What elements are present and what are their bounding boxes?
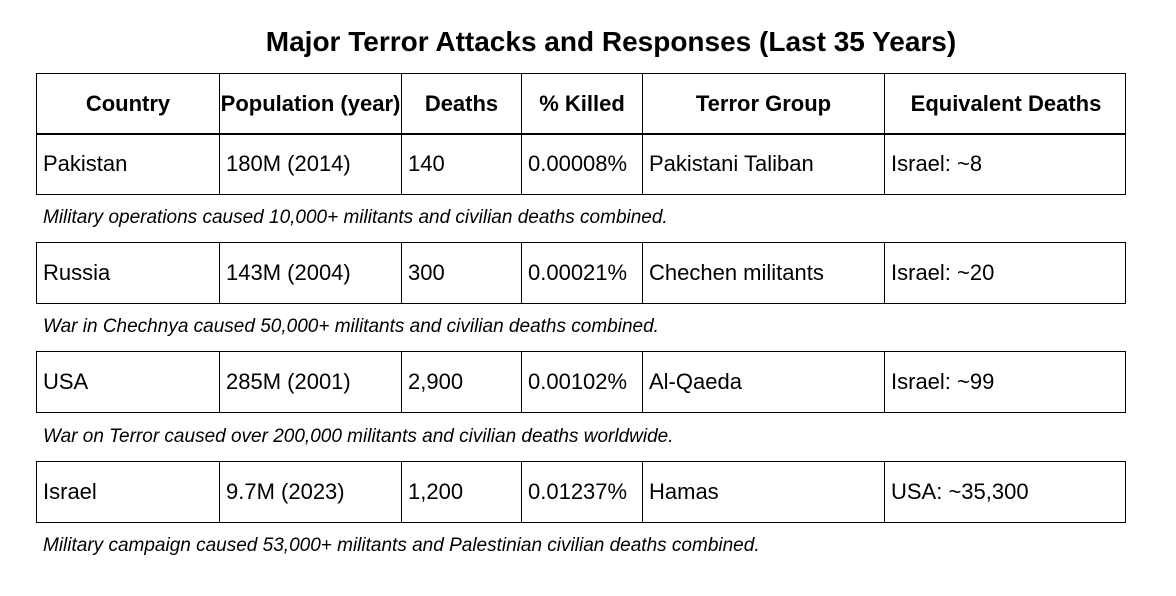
cell-population: 9.7M (2023): [219, 462, 401, 522]
header-country: Country: [85, 91, 171, 116]
row-note: War in Chechnya caused 50,000+ militants…: [43, 316, 659, 337]
cell-deaths: 1,200: [401, 462, 521, 522]
cell-country: Israel: [43, 479, 97, 504]
row-note: Military operations caused 10,000+ milit…: [43, 207, 668, 228]
cell-population: 180M (2014): [219, 134, 401, 194]
cell-country: Russia: [43, 260, 111, 285]
cell-pct-killed: 0.01237%: [521, 462, 642, 522]
row-note: Military campaign caused 53,000+ militan…: [43, 535, 760, 556]
cell-deaths: 140: [401, 134, 521, 194]
cell-terror-group: Pakistani Taliban: [642, 134, 884, 194]
cell-equivalent-deaths: Israel: ~20: [884, 243, 1127, 303]
cell-country: Pakistan: [43, 151, 128, 176]
header-terror-group: Terror Group: [642, 74, 884, 134]
cell-equivalent-deaths: Israel: ~99: [884, 352, 1127, 412]
row-note: War on Terror caused over 200,000 milita…: [43, 426, 674, 447]
header-pct-killed: % Killed: [521, 74, 642, 134]
header-population: Population (year): [219, 74, 401, 134]
cell-equivalent-deaths: USA: ~35,300: [884, 462, 1127, 522]
cell-population: 143M (2004): [219, 243, 401, 303]
table-row: Russia 143M (2004) 300 0.00021% Chechen …: [36, 242, 1126, 304]
cell-pct-killed: 0.00008%: [521, 134, 642, 194]
cell-terror-group: Chechen militants: [642, 243, 884, 303]
table-header-row: Country Population (year) Deaths % Kille…: [36, 73, 1126, 135]
page-title: Major Terror Attacks and Responses (Last…: [265, 26, 957, 57]
cell-deaths: 2,900: [401, 352, 521, 412]
cell-pct-killed: 0.00102%: [521, 352, 642, 412]
cell-population: 285M (2001): [219, 352, 401, 412]
cell-country: USA: [43, 369, 89, 394]
cell-terror-group: Hamas: [642, 462, 884, 522]
cell-deaths: 300: [401, 243, 521, 303]
header-deaths: Deaths: [401, 74, 521, 134]
cell-pct-killed: 0.00021%: [521, 243, 642, 303]
cell-equivalent-deaths: Israel: ~8: [884, 134, 1127, 194]
cell-terror-group: Al-Qaeda: [642, 352, 884, 412]
table-row: USA 285M (2001) 2,900 0.00102% Al-Qaeda …: [36, 351, 1126, 413]
table-row: Israel 9.7M (2023) 1,200 0.01237% Hamas …: [36, 461, 1126, 523]
header-equivalent-deaths: Equivalent Deaths: [884, 74, 1127, 134]
table-row: Pakistan 180M (2014) 140 0.00008% Pakist…: [36, 133, 1126, 195]
